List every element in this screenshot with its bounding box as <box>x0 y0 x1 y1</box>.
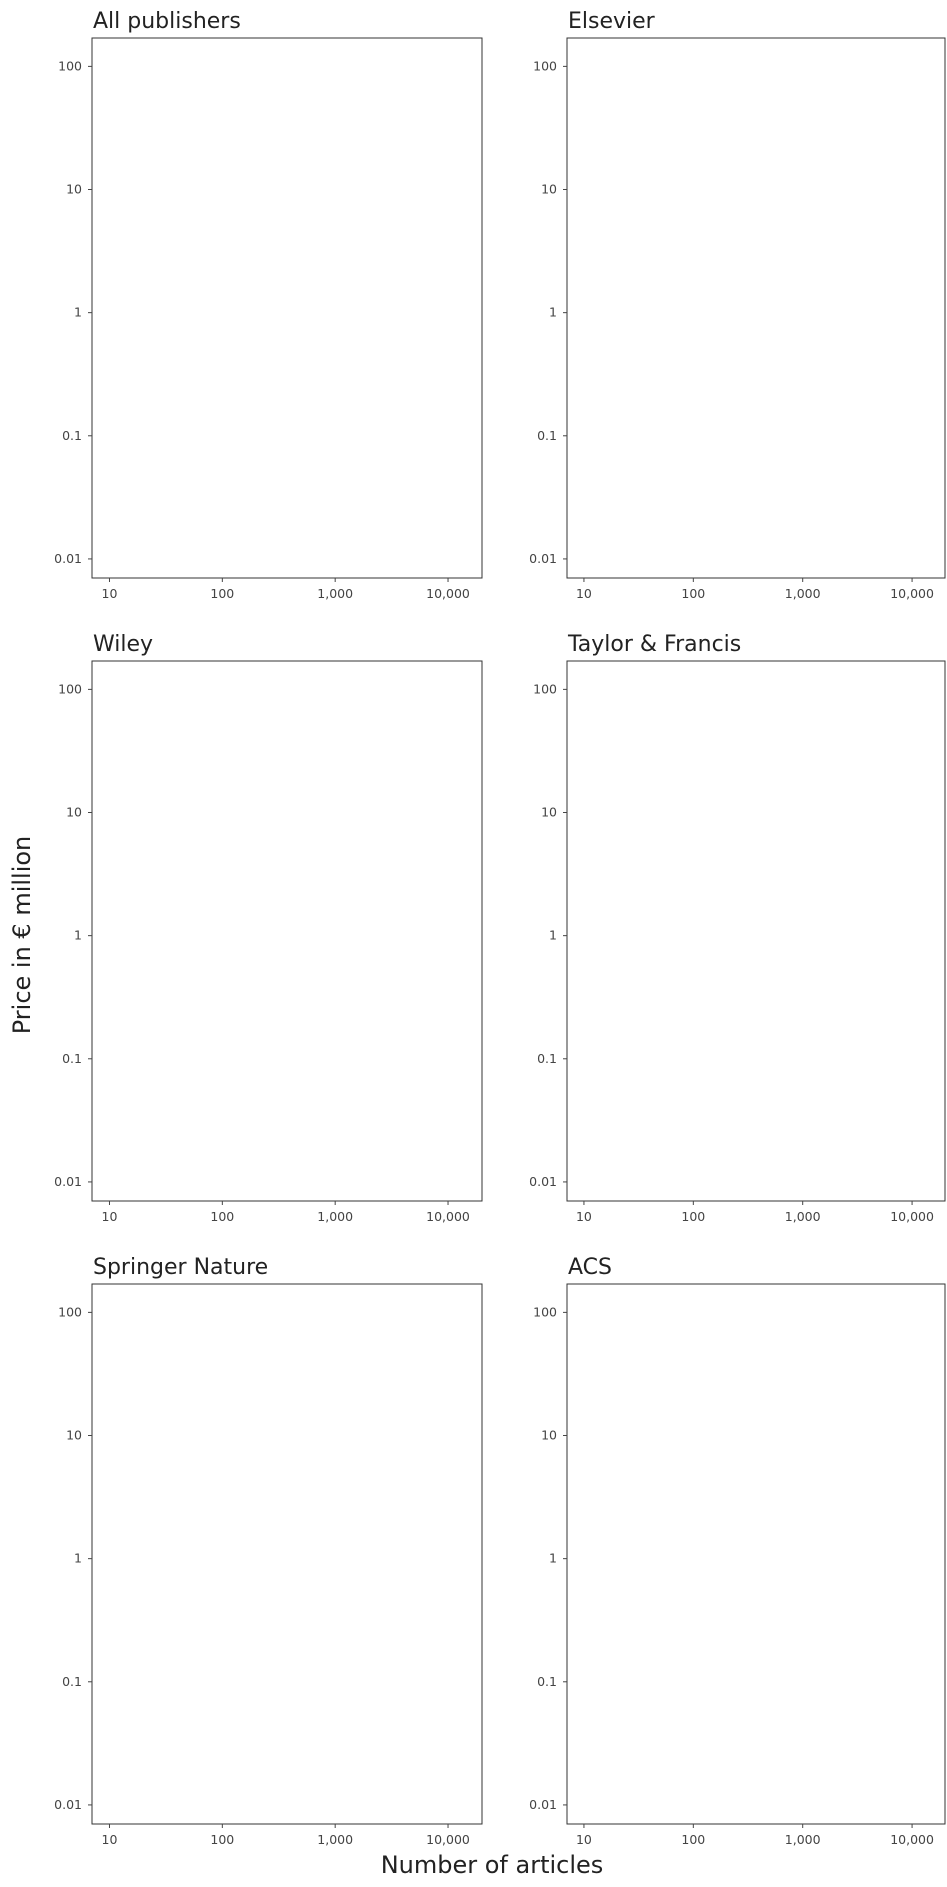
y-tick-label: 10 <box>541 1428 557 1443</box>
plot-frame <box>566 37 946 579</box>
y-tick-label: 10 <box>541 182 557 197</box>
panel-title: ACS <box>568 1255 612 1280</box>
plot-frame <box>91 37 483 579</box>
panels: 10 100 1,000 10,000 0.01 0.1 1 10 100 All publish… <box>54 9 946 1847</box>
y-tick-label: 0.1 <box>537 1051 557 1066</box>
plot-frame <box>91 1283 483 1825</box>
x-tick-label: 10 <box>576 1209 592 1224</box>
y-tick-label: 1 <box>74 928 82 943</box>
x-tick-label: 100 <box>210 586 234 601</box>
y-axis-title: Price in € million <box>8 836 36 1035</box>
panel-springer-nature: 10 100 1,000 10,000 0.01 0.1 1 10 100 Springer Na… <box>54 1255 483 1847</box>
y-tick-label: 100 <box>533 1304 557 1319</box>
panel-acs: 10 100 1,000 10,000 0.01 0.1 1 10 100 ACS <box>529 1255 946 1847</box>
x-tick-label: 10 <box>102 1209 118 1224</box>
y-tick-label: 100 <box>58 58 82 73</box>
x-tick-label: 1,000 <box>785 1832 821 1847</box>
x-tick-label: 1,000 <box>317 586 353 601</box>
panel-elsevier: 10 100 1,000 10,000 0.01 0.1 1 10 100 Elsevier <box>529 9 946 601</box>
panel-title: Taylor & Francis <box>567 632 741 657</box>
y-tick-label: 1 <box>74 1551 82 1566</box>
y-tick-label: 0.1 <box>62 428 82 443</box>
y-tick-label: 10 <box>66 1428 82 1443</box>
y-tick-label: 10 <box>66 182 82 197</box>
x-tick-label: 10 <box>576 586 592 601</box>
y-tick-label: 0.1 <box>62 1051 82 1066</box>
x-tick-label: 10,000 <box>426 1209 470 1224</box>
x-tick-label: 1,000 <box>785 1209 821 1224</box>
plot-frame <box>566 1283 946 1825</box>
x-tick-label: 10,000 <box>890 586 934 601</box>
y-tick-label: 100 <box>58 1304 82 1319</box>
x-tick-label: 100 <box>681 1209 705 1224</box>
x-tick-label: 100 <box>681 1832 705 1847</box>
panel-title: Elsevier <box>568 9 656 34</box>
y-tick-label: 100 <box>533 681 557 696</box>
y-tick-label: 100 <box>58 681 82 696</box>
x-tick-label: 100 <box>210 1832 234 1847</box>
y-tick-label: 10 <box>541 805 557 820</box>
x-tick-label: 10 <box>576 1832 592 1847</box>
y-tick-label: 0.01 <box>529 1797 557 1812</box>
x-tick-label: 10,000 <box>890 1209 934 1224</box>
x-tick-label: 10,000 <box>426 586 470 601</box>
plot-frame <box>566 660 946 1202</box>
x-tick-label: 10,000 <box>890 1832 934 1847</box>
x-tick-label: 10,000 <box>426 1832 470 1847</box>
y-tick-label: 0.1 <box>537 428 557 443</box>
y-tick-label: 0.1 <box>537 1674 557 1689</box>
panel-title: Springer Nature <box>93 1255 268 1280</box>
y-tick-label: 100 <box>533 58 557 73</box>
y-tick-label: 0.01 <box>529 551 557 566</box>
y-tick-label: 1 <box>74 305 82 320</box>
y-tick-label: 0.1 <box>62 1674 82 1689</box>
x-tick-label: 1,000 <box>785 586 821 601</box>
y-tick-label: 10 <box>66 805 82 820</box>
x-tick-label: 1,000 <box>317 1832 353 1847</box>
panel-wiley: 10 100 1,000 10,000 0.01 0.1 1 10 100 Wiley <box>54 632 483 1224</box>
x-tick-label: 1,000 <box>317 1209 353 1224</box>
x-tick-label: 10 <box>102 1832 118 1847</box>
plot-frame <box>91 660 483 1202</box>
panel-all-publishers: 10 100 1,000 10,000 0.01 0.1 1 10 100 All publish… <box>54 9 483 601</box>
x-tick-label: 100 <box>681 586 705 601</box>
panel-title: All publishers <box>93 9 241 34</box>
y-tick-label: 0.01 <box>54 551 82 566</box>
x-tick-label: 100 <box>210 1209 234 1224</box>
y-tick-label: 1 <box>549 1551 557 1566</box>
panel-title: Wiley <box>93 632 153 657</box>
y-tick-label: 1 <box>549 928 557 943</box>
y-tick-label: 0.01 <box>529 1174 557 1189</box>
x-axis-title: Number of articles <box>381 1851 604 1879</box>
panel-taylor-and-francis: 10 100 1,000 10,000 0.01 0.1 1 10 100 Taylor & Fr… <box>529 632 946 1224</box>
y-tick-label: 1 <box>549 305 557 320</box>
y-tick-label: 0.01 <box>54 1174 82 1189</box>
x-tick-label: 10 <box>102 586 118 601</box>
y-tick-label: 0.01 <box>54 1797 82 1812</box>
